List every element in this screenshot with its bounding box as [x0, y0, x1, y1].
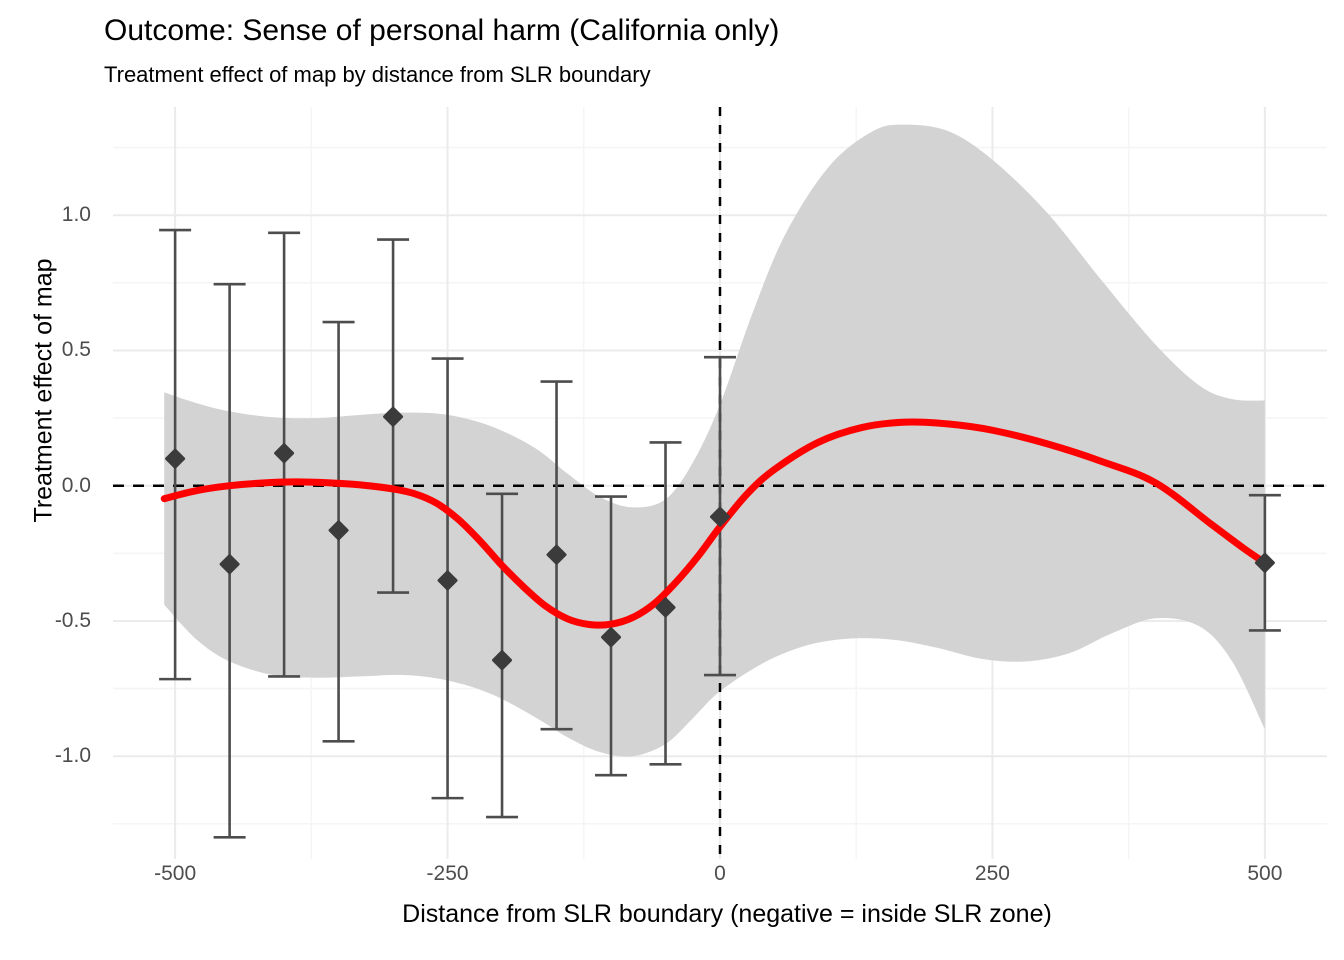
data-point	[219, 554, 240, 575]
data-point	[165, 448, 186, 469]
x-axis-tick-label: 500	[1247, 862, 1283, 885]
x-axis-tick-labels: -500 -250 0 250 500	[113, 862, 1327, 896]
y-axis-tick-label: -1.0	[54, 744, 91, 768]
plot-panel	[113, 107, 1327, 859]
data-point	[383, 406, 404, 427]
x-axis-tick-label: 0	[714, 862, 726, 885]
data-point	[328, 520, 349, 541]
x-axis-title: Distance from SLR boundary (negative = i…	[402, 900, 1052, 928]
y-axis-tick-label: -0.5	[54, 608, 91, 632]
chart-subtitle: Treatment effect of map by distance from…	[104, 62, 651, 87]
data-point	[274, 443, 295, 464]
smooth-fit-line	[160, 418, 1269, 629]
data-point	[601, 627, 622, 648]
x-axis-tick-label: -500	[154, 862, 197, 885]
data-point	[492, 650, 513, 671]
data-point	[437, 570, 458, 591]
confidence-band	[164, 124, 1265, 757]
loess-fit-line	[160, 418, 1269, 629]
y-axis-tick-label: 1.0	[61, 203, 91, 227]
y-axis-tick-labels: 1.0 0.5 0.0 -0.5 -1.0	[0, 107, 103, 859]
y-axis-tick-label: 0.5	[61, 338, 91, 362]
plot-area	[113, 107, 1327, 859]
data-point	[655, 597, 676, 618]
chart-title: Outcome: Sense of personal harm (Califor…	[104, 14, 780, 47]
data-point	[710, 506, 730, 527]
confidence-ribbon	[164, 124, 1265, 757]
data-points	[165, 406, 1275, 671]
data-point	[1254, 552, 1275, 573]
y-axis-tick-label: 0.0	[61, 473, 91, 497]
x-axis-tick-label: 250	[974, 862, 1010, 885]
x-axis-tick-label: -250	[426, 862, 469, 885]
data-point	[546, 544, 567, 565]
